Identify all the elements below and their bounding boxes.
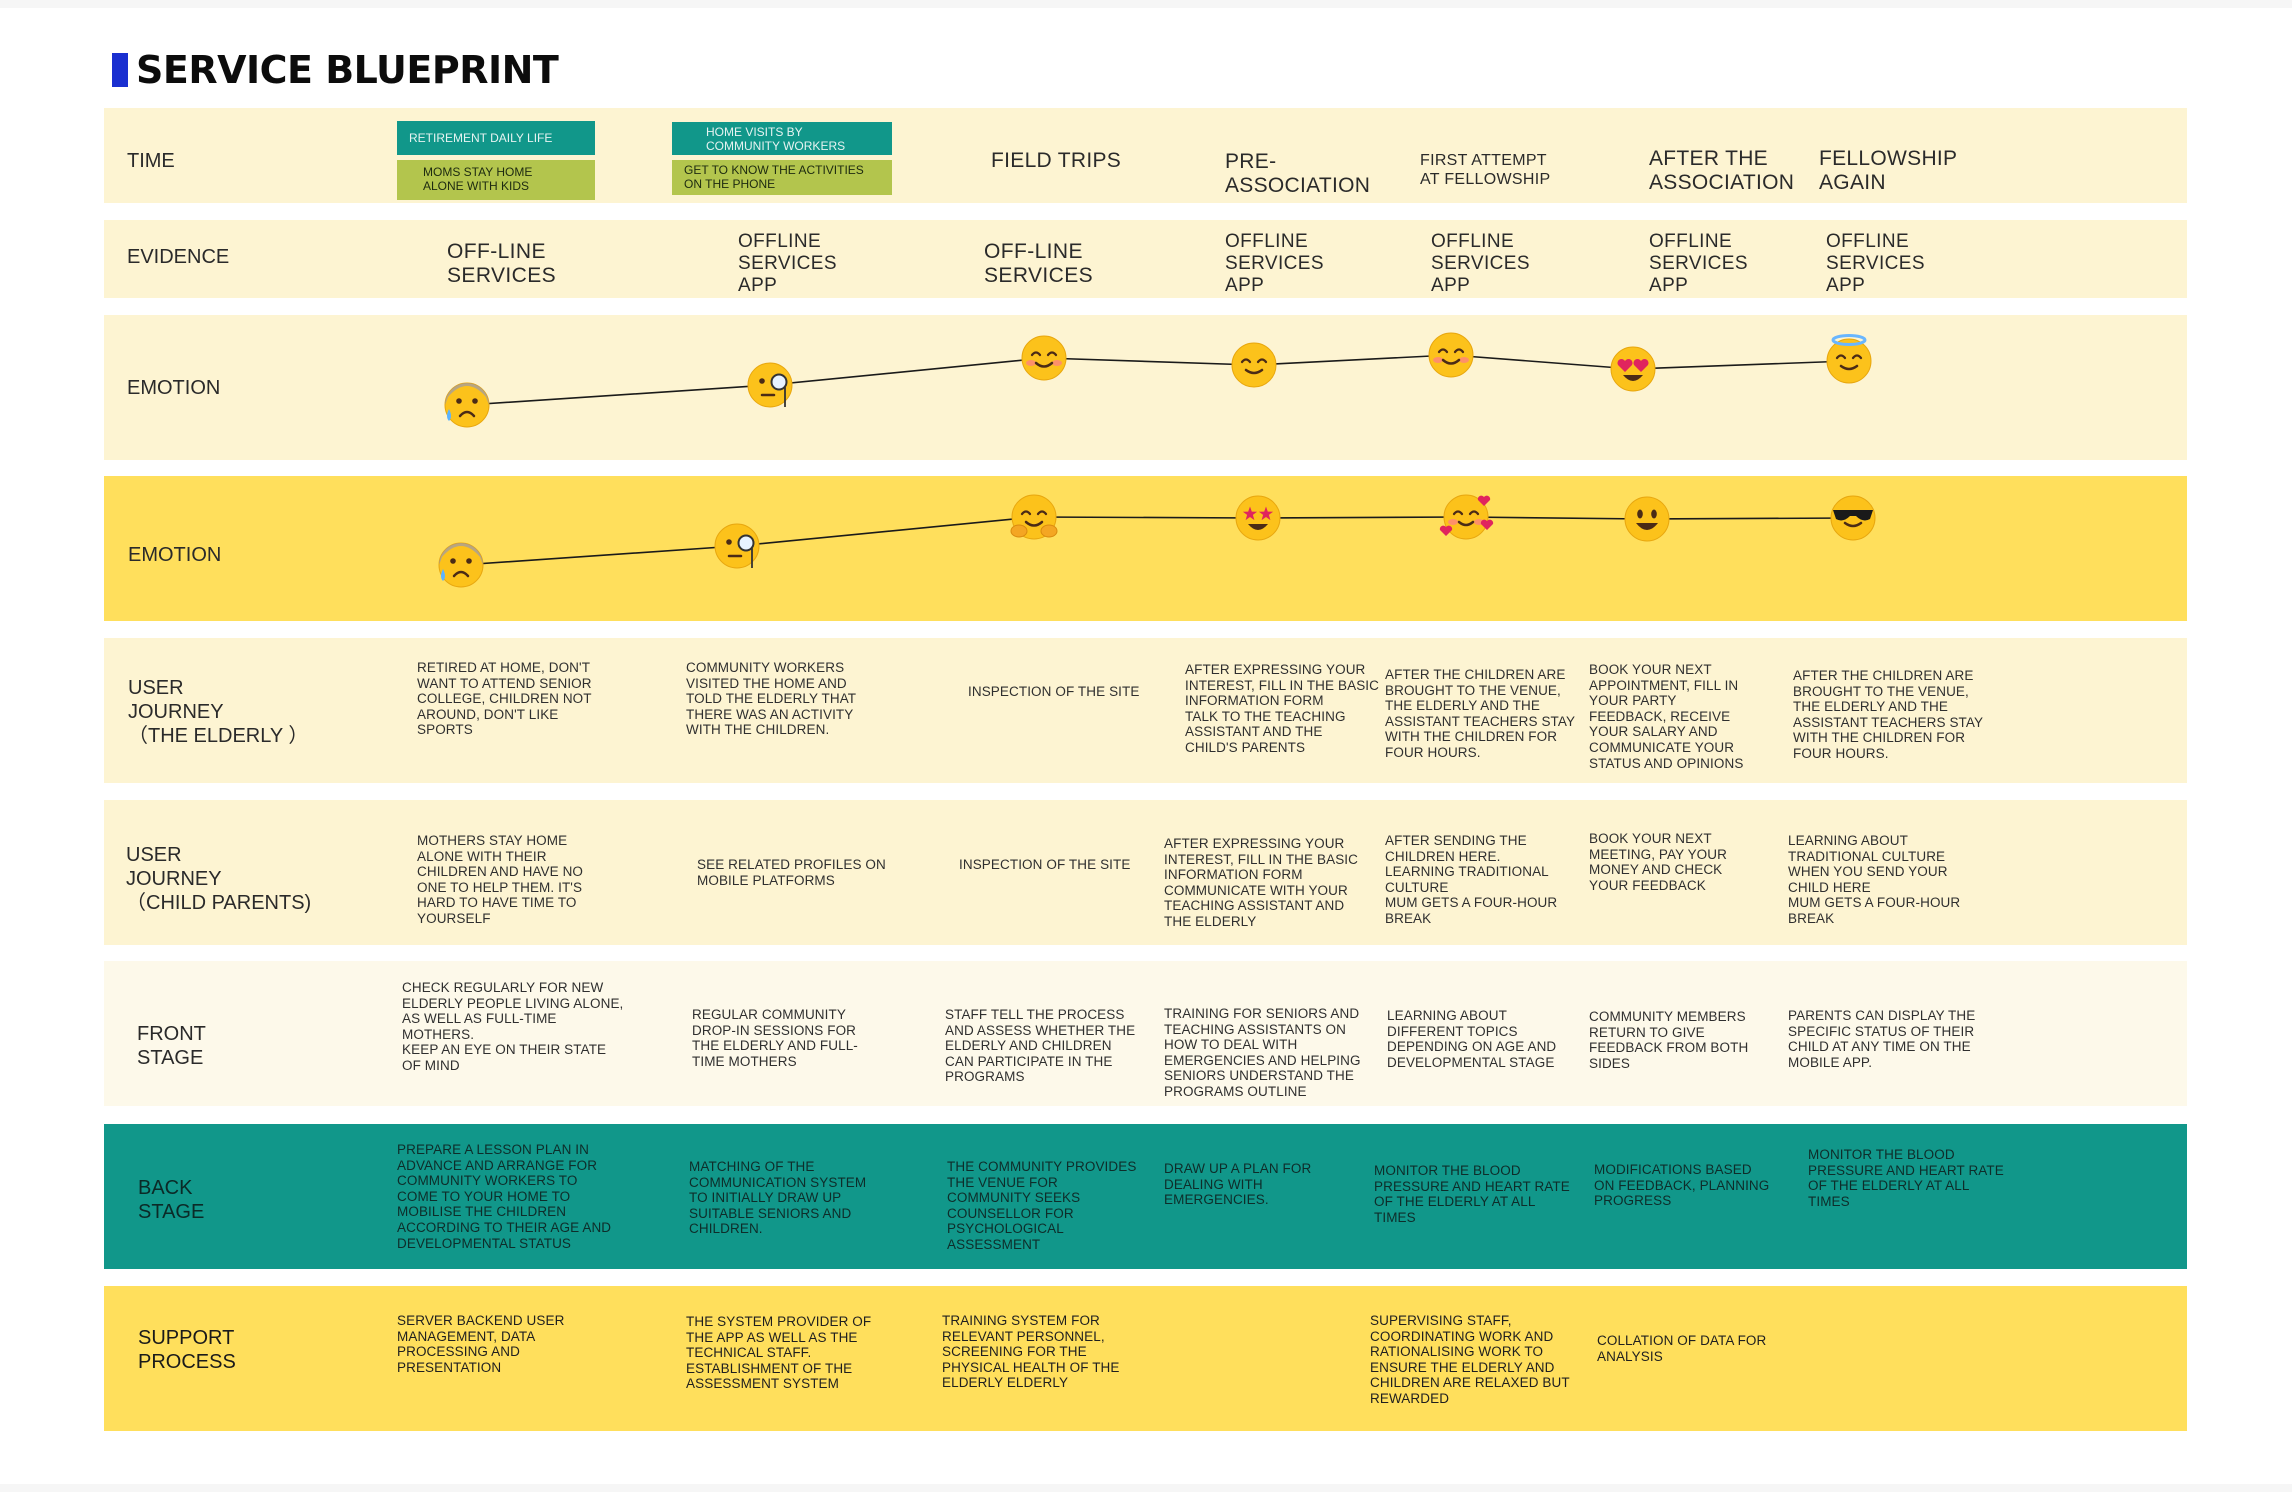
row-label-journey-parents: USER JOURNEY （CHILD PARENTS) <box>126 844 312 914</box>
evidence-cell: OFFLINE SERVICES APP <box>738 231 837 296</box>
journey-parents-cell: LEARNING ABOUT TRADITIONAL CULTURE WHEN … <box>1788 833 1961 926</box>
anxious-sweat-face-icon <box>444 382 490 428</box>
hugging-face-icon <box>1010 494 1058 540</box>
journey-parents-cell: MOTHERS STAY HOME ALONE WITH THEIR CHILD… <box>417 833 584 926</box>
evidence-cell: OFF-LINE SERVICES <box>984 240 1094 287</box>
title-accent-bar <box>112 53 128 87</box>
time-tag-home-visits: HOME VISITS BY COMMUNITY WORKERS <box>672 122 892 155</box>
blushing-smile-face-icon <box>1428 332 1474 378</box>
time-stage-after-association: AFTER THE ASSOCIATION <box>1649 147 1795 194</box>
row-label-evidence: EVIDENCE <box>127 246 230 268</box>
back-stage-cell: PREPARE A LESSON PLAN IN ADVANCE AND ARR… <box>397 1142 612 1251</box>
band-emotion-elderly <box>104 315 2187 460</box>
journey-parents-cell: SEE RELATED PROFILES ON MOBILE PLATFORMS <box>697 857 886 888</box>
back-stage-cell: MATCHING OF THE COMMUNICATION SYSTEM TO … <box>689 1159 867 1237</box>
journey-elderly-cell: INSPECTION OF THE SITE <box>968 684 1140 699</box>
grinning-face-icon <box>1624 496 1670 542</box>
evidence-cell: OFFLINE SERVICES APP <box>1649 231 1748 296</box>
front-stage-cell: STAFF TELL THE PROCESS AND ASSESS WHETHE… <box>945 1007 1136 1085</box>
journey-parents-cell: BOOK YOUR NEXT MEETING, PAY YOUR MONEY A… <box>1589 831 1727 893</box>
row-label-emotion-parents: EMOTION <box>128 544 222 566</box>
journey-parents-cell: AFTER SENDING THE CHILDREN HERE. LEARNIN… <box>1385 833 1558 926</box>
band-journey-parents <box>104 800 2187 945</box>
face-with-hearts-icon <box>1439 494 1494 540</box>
support-cell: SERVER BACKEND USER MANAGEMENT, DATA PRO… <box>397 1313 565 1375</box>
support-cell: TRAINING SYSTEM FOR RELEVANT PERSONNEL, … <box>942 1313 1120 1391</box>
title-block: SERVICE BLUEPRINT <box>112 48 559 92</box>
front-stage-cell: COMMUNITY MEMBERS RETURN TO GIVE FEEDBAC… <box>1589 1009 1749 1071</box>
back-stage-cell: MONITOR THE BLOOD PRESSURE AND HEART RAT… <box>1374 1163 1570 1225</box>
back-stage-cell: THE COMMUNITY PROVIDES THE VENUE FOR COM… <box>947 1159 1137 1252</box>
journey-parents-cell: INSPECTION OF THE SITE <box>959 857 1131 872</box>
back-stage-cell: MONITOR THE BLOOD PRESSURE AND HEART RAT… <box>1808 1147 2004 1209</box>
time-tag-moms: MOMS STAY HOME ALONE WITH KIDS <box>397 160 595 200</box>
journey-elderly-cell: BOOK YOUR NEXT APPOINTMENT, FILL IN YOUR… <box>1589 662 1744 771</box>
band-front-stage <box>104 961 2187 1106</box>
time-stage-first-attempt: FIRST ATTEMPT AT FELLOWSHIP <box>1420 152 1551 188</box>
page-title: SERVICE BLUEPRINT <box>136 48 559 92</box>
band-evidence <box>104 220 2187 298</box>
back-stage-cell: DRAW UP A PLAN FOR DEALING WITH EMERGENC… <box>1164 1161 1312 1208</box>
band-back-stage <box>104 1124 2187 1269</box>
support-cell: THE SYSTEM PROVIDER OF THE APP AS WELL A… <box>686 1314 872 1392</box>
journey-elderly-cell: AFTER THE CHILDREN ARE BROUGHT TO THE VE… <box>1385 667 1576 760</box>
back-stage-cell: MODIFICATIONS BASED ON FEEDBACK, PLANNIN… <box>1594 1162 1770 1209</box>
front-stage-cell: TRAINING FOR SENIORS AND TEACHING ASSIST… <box>1164 1006 1361 1099</box>
band-journey-elderly <box>104 638 2187 783</box>
front-stage-cell: PARENTS CAN DISPLAY THE SPECIFIC STATUS … <box>1788 1008 1976 1070</box>
row-label-emotion-elderly: EMOTION <box>127 377 221 399</box>
journey-elderly-cell: COMMUNITY WORKERS VISITED THE HOME AND T… <box>686 660 857 738</box>
time-tag-phone: GET TO KNOW THE ACTIVITIES ON THE PHONE <box>672 160 892 195</box>
anxious-sweat-face-icon <box>438 542 484 588</box>
evidence-cell: OFFLINE SERVICES APP <box>1225 231 1324 296</box>
support-cell: COLLATION OF DATA FOR ANALYSIS <box>1597 1333 1767 1364</box>
front-stage-cell: CHECK REGULARLY FOR NEW ELDERLY PEOPLE L… <box>402 980 624 1073</box>
support-cell: SUPERVISING STAFF, COORDINATING WORK AND… <box>1370 1313 1570 1406</box>
row-label-time: TIME <box>127 150 175 172</box>
journey-parents-cell: AFTER EXPRESSING YOUR INTEREST, FILL IN … <box>1164 836 1358 929</box>
evidence-cell: OFF-LINE SERVICES <box>447 240 557 287</box>
time-tag-retirement: RETIREMENT DAILY LIFE <box>397 121 595 155</box>
time-stage-field-trips: FIELD TRIPS <box>991 149 1122 172</box>
relieved-face-icon <box>1231 342 1277 388</box>
star-struck-face-icon <box>1235 495 1281 541</box>
band-support <box>104 1286 2187 1431</box>
halo-face-icon <box>1826 334 1872 384</box>
blushing-smile-face-icon <box>1021 335 1067 381</box>
journey-elderly-cell: AFTER THE CHILDREN ARE BROUGHT TO THE VE… <box>1793 668 1984 761</box>
journey-elderly-cell: RETIRED AT HOME, DON'T WANT TO ATTEND SE… <box>417 660 592 738</box>
row-label-front-stage: FRONT STAGE <box>137 1023 206 1069</box>
row-label-support: SUPPORT PROCESS <box>138 1327 236 1373</box>
monocle-face-icon <box>714 523 760 569</box>
evidence-cell: OFFLINE SERVICES APP <box>1826 231 1925 296</box>
row-label-journey-elderly: USER JOURNEY （THE ELDERLY ） <box>128 677 309 747</box>
front-stage-cell: REGULAR COMMUNITY DROP-IN SESSIONS FOR T… <box>692 1007 858 1069</box>
time-stage-fellowship-again: FELLOWSHIP AGAIN <box>1819 147 1958 194</box>
journey-elderly-cell: AFTER EXPRESSING YOUR INTEREST, FILL IN … <box>1185 662 1379 755</box>
sunglasses-face-icon <box>1830 495 1876 541</box>
monocle-face-icon <box>747 362 793 408</box>
evidence-cell: OFFLINE SERVICES APP <box>1431 231 1530 296</box>
time-stage-pre-association: PRE- ASSOCIATION <box>1225 150 1371 197</box>
front-stage-cell: LEARNING ABOUT DIFFERENT TOPICS DEPENDIN… <box>1387 1008 1557 1070</box>
heart-eyes-face-icon <box>1610 346 1656 392</box>
row-label-back-stage: BACK STAGE <box>138 1177 205 1223</box>
